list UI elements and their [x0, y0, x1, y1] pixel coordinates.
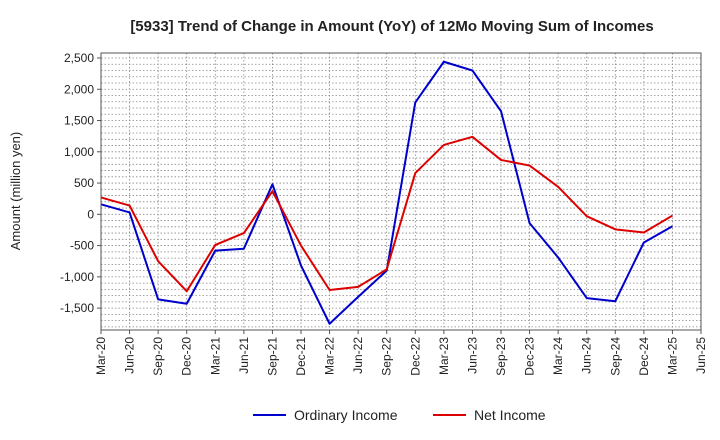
x-tick-label: Mar-24 — [551, 337, 565, 375]
y-axis-ticks: 2,500 2,000 1,500 1,000 500 0 -500 -1,000 -1,500 — [60, 51, 101, 315]
y-tick-label: -1,500 — [60, 301, 94, 315]
x-tick-label: Jun-20 — [123, 337, 137, 374]
x-tick-label: Dec-24 — [637, 337, 651, 376]
x-tick-label: Jun-21 — [237, 337, 251, 374]
x-tick-label: Sep-23 — [494, 337, 508, 376]
x-tick-label: Jun-22 — [351, 337, 365, 374]
legend-label-net-income: Net Income — [474, 407, 546, 423]
y-axis-label: Amount (million yen) — [8, 132, 23, 251]
x-tick-label: Sep-24 — [608, 337, 622, 376]
grid — [101, 53, 701, 330]
x-tick-label: Jun-23 — [465, 337, 479, 374]
x-tick-label: Sep-22 — [380, 337, 394, 376]
x-tick-label: Sep-20 — [151, 337, 165, 376]
chart-title: [5933] Trend of Change in Amount (YoY) o… — [130, 18, 653, 35]
x-tick-label: Mar-21 — [208, 337, 222, 375]
y-tick-label: 2,500 — [64, 51, 94, 65]
legend: Ordinary Income Net Income — [253, 407, 546, 423]
y-tick-label: 0 — [87, 207, 94, 221]
y-tick-label: 1,500 — [64, 114, 94, 128]
x-tick-label: Jun-24 — [580, 337, 594, 374]
x-tick-label: Mar-23 — [437, 337, 451, 375]
y-tick-label: 500 — [74, 176, 94, 190]
y-tick-label: -500 — [70, 239, 94, 253]
plot-frame — [100, 52, 702, 331]
legend-label-ordinary-income: Ordinary Income — [294, 407, 398, 423]
x-tick-label: Dec-20 — [180, 337, 194, 376]
series-line-ordinary-income — [100, 60, 673, 325]
x-tick-label: Dec-23 — [523, 337, 537, 376]
y-tick-label: 2,000 — [64, 82, 94, 96]
x-tick-label: Dec-21 — [294, 337, 308, 376]
x-tick-label: Mar-20 — [94, 337, 108, 375]
series-lines — [100, 60, 673, 325]
y-tick-label: 1,000 — [64, 145, 94, 159]
x-tick-label: Jun-25 — [694, 337, 708, 374]
x-tick-label: Sep-21 — [265, 337, 279, 376]
y-tick-label: -1,000 — [60, 270, 94, 284]
series-line-net-income — [100, 135, 673, 293]
x-tick-label: Mar-25 — [665, 337, 679, 375]
x-tick-label: Mar-22 — [323, 337, 337, 375]
x-tick-label: Dec-22 — [408, 337, 422, 376]
x-axis-ticks: Mar-20 Jun-20 Sep-20 Dec-20 Mar-21 Jun-21 Sep-… — [94, 330, 708, 376]
